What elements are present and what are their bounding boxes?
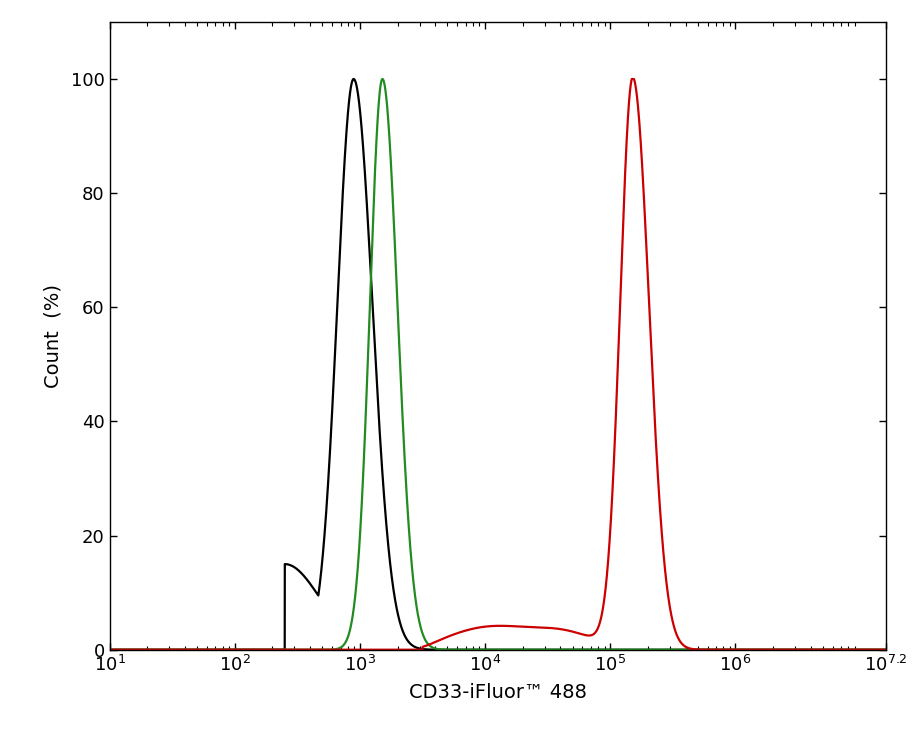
Y-axis label: Count  (%): Count (%) — [44, 284, 62, 388]
X-axis label: CD33-iFluor™ 488: CD33-iFluor™ 488 — [409, 683, 586, 702]
